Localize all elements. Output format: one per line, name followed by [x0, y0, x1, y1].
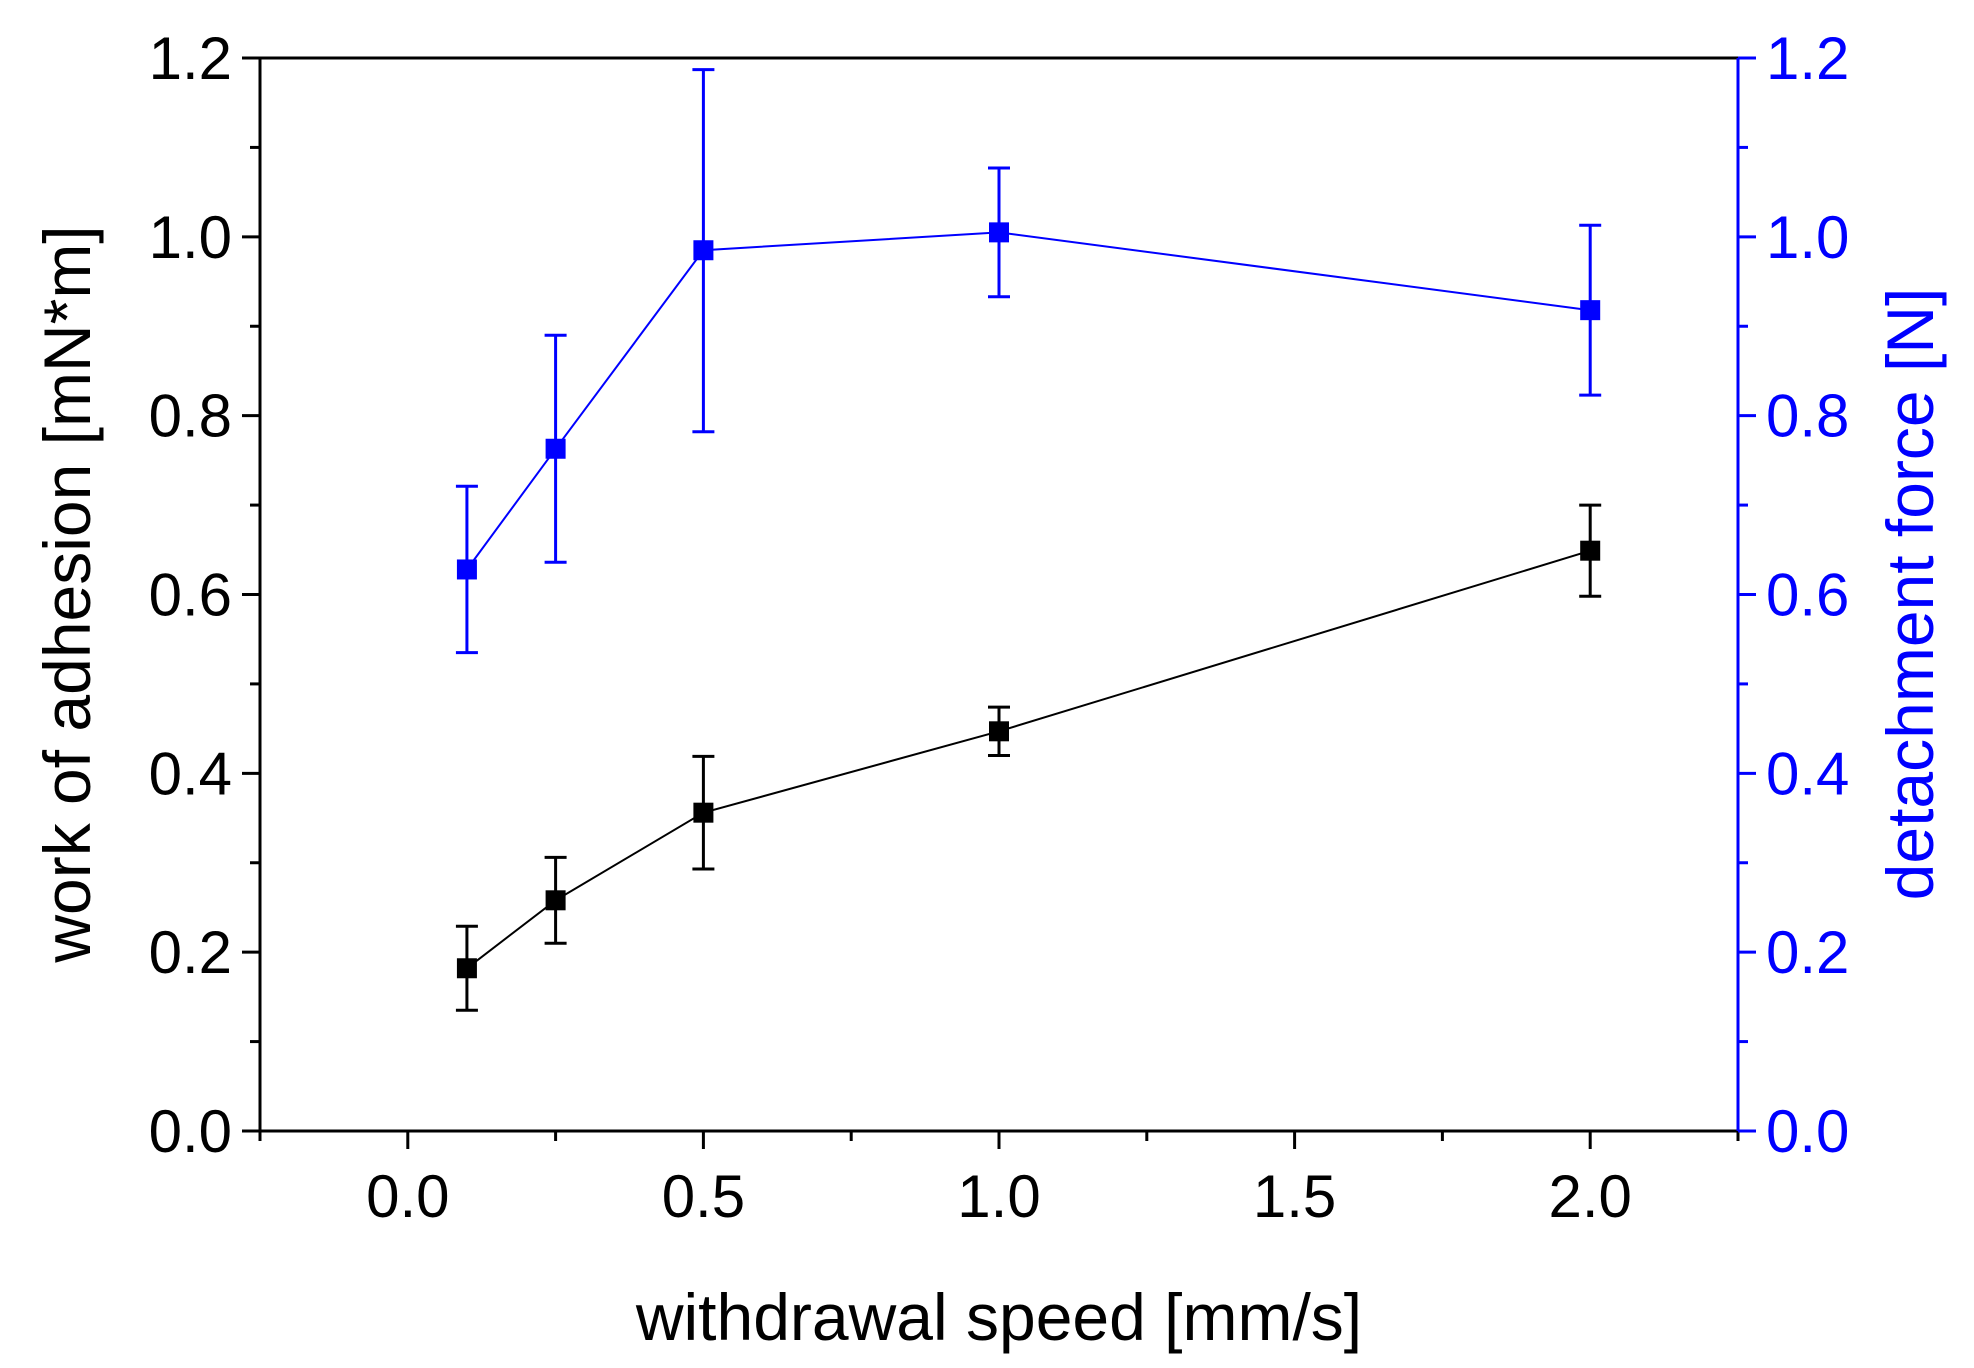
- x-axis-title: withdrawal speed [mm/s]: [635, 1280, 1362, 1354]
- x-axis-ticks: 0.0 0.5 1.0 1.5 2.0: [258, 1131, 1740, 1230]
- x-tick-label: 0.5: [662, 1163, 745, 1230]
- y-tick-label: 0.4: [149, 740, 232, 807]
- y-tick-label: 0.0: [149, 1098, 232, 1165]
- series-work-of-adhesion: [455, 503, 1602, 1012]
- y2-tick-label: 0.6: [1766, 562, 1849, 629]
- series-line: [466, 549, 1591, 970]
- y2-tick-label: 0.4: [1766, 740, 1849, 807]
- data-point: [456, 559, 477, 580]
- series-line: [466, 231, 1591, 571]
- data-point: [693, 240, 714, 261]
- data-point: [1580, 540, 1601, 561]
- data-point: [545, 890, 566, 911]
- series-layer: [455, 68, 1602, 1012]
- data-point: [545, 438, 566, 459]
- y-tick-label: 0.6: [149, 562, 232, 629]
- x-tick-label: 0.0: [366, 1163, 449, 1230]
- y2-tick-label: 1.0: [1766, 204, 1849, 271]
- y-axis-ticks: 0.0 0.2 0.4 0.6 0.8 1.0 1.2: [149, 25, 260, 1165]
- data-point: [456, 958, 477, 979]
- y2-axis-ticks: 0.0 0.2 0.4 0.6 0.8 1.0 1.2: [1738, 25, 1849, 1165]
- data-point: [1580, 300, 1601, 321]
- x-tick-label: 2.0: [1548, 1163, 1631, 1230]
- y2-axis-title: detachment force [N]: [1873, 288, 1947, 901]
- y-tick-label: 0.8: [149, 383, 232, 450]
- x-tick-label: 1.0: [957, 1163, 1040, 1230]
- x-tick-label: 1.5: [1253, 1163, 1336, 1230]
- data-point: [989, 721, 1009, 742]
- data-point: [693, 802, 714, 823]
- y-tick-label: 1.0: [149, 204, 232, 271]
- y-tick-label: 1.2: [149, 25, 232, 92]
- y-axis-title: work of adhesion [mN*m]: [30, 225, 104, 963]
- y2-tick-label: 0.0: [1766, 1098, 1849, 1165]
- y2-tick-label: 0.2: [1766, 919, 1849, 986]
- y-tick-label: 0.2: [149, 919, 232, 986]
- y2-tick-label: 0.8: [1766, 383, 1849, 450]
- series-detachment-force: [455, 68, 1602, 655]
- y2-tick-label: 1.2: [1766, 25, 1849, 92]
- data-point: [989, 222, 1009, 243]
